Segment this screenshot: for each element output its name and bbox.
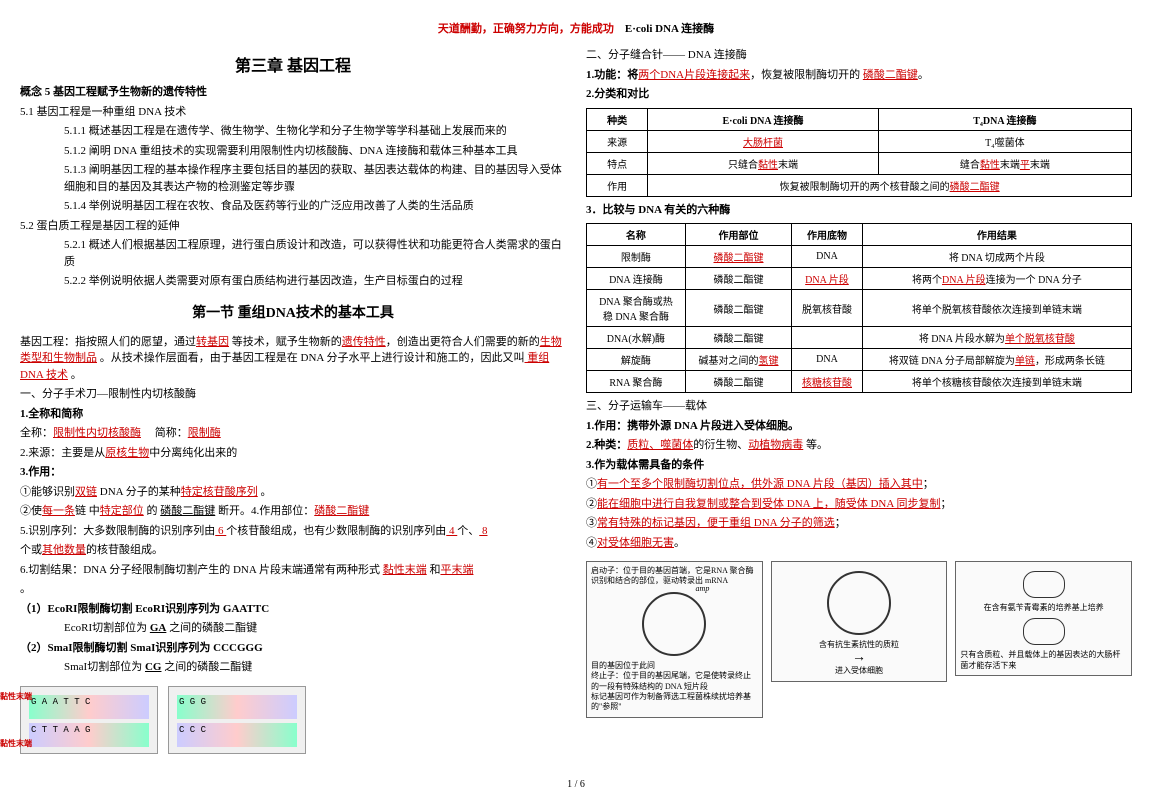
section1-title: 第一节 重组DNA技术的基本工具 xyxy=(20,302,566,322)
section-5-1: 5.1 基因工程是一种重组 DNA 技术 xyxy=(20,104,566,121)
arrow-icon: → xyxy=(776,650,943,666)
t1-action-value: 恢复被限制酶切开的两个核苷酸之间的磷酸二酯键 xyxy=(648,174,1132,196)
t2-r2-2: 磷酸二酯键 xyxy=(685,268,791,290)
t2-r5-3: DNA xyxy=(792,349,863,371)
point1-label: 1.全称和简称 xyxy=(20,406,566,423)
t2-r6-2: 磷酸二酯键 xyxy=(685,371,791,393)
section-5-1-3: 5.1.3 阐明基因工程的基本操作程序主要包括目的基因的获取、基因表达载体的构建… xyxy=(20,162,566,195)
t2-r4-2: 磷酸二酯键 xyxy=(685,327,791,349)
cond2: ②能在细胞中进行自我复制或整合到受体 DNA 上，随受体 DNA 同步复制； xyxy=(586,496,1132,513)
t1-feature-label: 特点 xyxy=(587,152,648,174)
left-column: 第三章 基因工程 概念 5 基因工程赋予生物新的遗传特性 5.1 基因工程是一种… xyxy=(20,44,566,764)
t1-source-t4: T₄噬菌体 xyxy=(878,130,1131,152)
t2-r3-3: 脱氧核苷酸 xyxy=(792,290,863,327)
section-5-1-2: 5.1.2 阐明 DNA 重组技术的实现需要利用限制性内切核酸酶、DNA 连接酶… xyxy=(20,143,566,160)
point5-cont: 个或其他数量的核苷酸组成。 xyxy=(20,542,566,559)
t2-r3-2: 磷酸二酯键 xyxy=(685,290,791,327)
t1-feature-ecoli: 只缝合黏性末端 xyxy=(648,152,879,174)
plasmid-diagram: 启动子：位于目的基因首端，它是RNA 聚合酶识别和结合的部位，驱动转录出 mRN… xyxy=(586,561,1132,718)
action-2: ②使每一条链 中特定部位 的 磷酸二酯键 断开。4.作用部位：磷酸二酯键 xyxy=(20,503,566,520)
sticky-end-label-top: 黏性末端 xyxy=(0,691,32,702)
cond3: ③常有特殊的标记基因，便于重组 DNA 分子的筛选； xyxy=(586,515,1132,532)
t2-r4-3 xyxy=(792,327,863,349)
section-5-1-1: 5.1.1 概述基因工程是在遗传学、微生物学、生物化学和分子生物学等学科基础上发… xyxy=(20,123,566,140)
t2-r1-2: 磷酸二酯键 xyxy=(685,246,791,268)
t2-r2-4: 将两个DNA 片段连接为一个 DNA 分子 xyxy=(862,268,1131,290)
t2-r4-1: DNA(水解)酶 xyxy=(587,327,686,349)
smai-title: （2）SmaI限制酶切割 SmaI识别序列为 CCCGGG xyxy=(20,640,566,657)
tool1-title: 一、分子手术刀—限制性内切核酸酶 xyxy=(20,386,566,403)
vector-types: 2.种类：质粒、噬菌体的衍生物、动植物病毒 等。 xyxy=(586,437,1132,454)
t1-feature-t4: 缝合黏性末端平末端 xyxy=(878,152,1131,174)
t2-h4: 作用结果 xyxy=(862,224,1131,246)
plasmid-panel-2: 含有抗生素抗性的质粒 → 进入受体细胞 xyxy=(771,561,948,682)
action-1: ①能够识别双链 DNA 分子的某种特定核苷酸序列 。 xyxy=(20,484,566,501)
t2-r2-3: DNA 片段 xyxy=(792,268,863,290)
sticky-end-label-bot: 黏性末端 xyxy=(0,738,32,749)
section-5-2-2: 5.2.2 举例说明依据人类需要对原有蛋白质结构进行基因改造，生产目标蛋白的过程 xyxy=(20,273,566,290)
plasmid-panel-1: 启动子：位于目的基因首端，它是RNA 聚合酶识别和结合的部位，驱动转录出 mRN… xyxy=(586,561,763,718)
t2-r5-1: 解旋酶 xyxy=(587,349,686,371)
t1-h3: T₄DNA 连接酶 xyxy=(878,108,1131,130)
gene-eng-definition: 基因工程：指按照人们的愿望，通过转基因 等技术，赋予生物新的遗传特性，创造出更符… xyxy=(20,334,566,384)
right-column: 二、分子缝合针—— DNA 连接酶 1.功能：将两个DNA片段连接起来，恢复被限… xyxy=(586,44,1132,764)
t1-h1: 种类 xyxy=(587,108,648,130)
vector-conditions: 3.作为载体需具备的条件 xyxy=(586,457,1132,474)
t2-r3-4: 将单个脱氧核苷酸依次连接到单链末端 xyxy=(862,290,1131,327)
plasmid-panel-3: 在含有氨苄青霉素的培养基上培养 只有含质粒、并且载体上的基因表达的大肠杆菌才能存… xyxy=(955,561,1132,676)
header-line: 天道酬勤，正确努力方向，方能成功 E·coli DNA 连接酶 xyxy=(20,20,1132,36)
t2-r2-1: DNA 连接酶 xyxy=(587,268,686,290)
page-number: 1 / 6 xyxy=(20,779,1132,790)
t1-source-label: 来源 xyxy=(587,130,648,152)
point5: 5.识别序列：大多数限制酶的识别序列由 6 个核苷酸组成，也有少数限制酶的识别序… xyxy=(20,523,566,540)
source-line: 2.来源：主要是从原核生物中分离纯化出来的 xyxy=(20,445,566,462)
t2-r1-1: 限制酶 xyxy=(587,246,686,268)
t2-r5-4: 将双链 DNA 分子局部解旋为单链，形成两条长链 xyxy=(862,349,1131,371)
t2-r4-4: 将 DNA 片段水解为单个脱氧核苷酸 xyxy=(862,327,1131,349)
chapter-title: 第三章 基因工程 xyxy=(20,52,566,76)
smai-site: SmaI切割部位为 CG 之间的磷酸二酯键 xyxy=(20,659,566,676)
plasmid-circle-icon: amp xyxy=(642,592,706,656)
enzyme-table: 名称 作用部位 作用底物 作用结果 限制酶 磷酸二酯键 DNA 将 DNA 切成… xyxy=(586,223,1132,393)
t2-r1-4: 将 DNA 切成两个片段 xyxy=(862,246,1131,268)
cell-icon xyxy=(1023,571,1065,598)
ligase-table: 种类 E·coli DNA 连接酶 T₄DNA 连接酶 来源 大肠杆菌 T₄噬菌… xyxy=(586,108,1132,197)
compare3-title: 3．比较与 DNA 有关的六种酶 xyxy=(586,202,1132,219)
t2-h2: 作用部位 xyxy=(685,224,791,246)
classify-label: 2.分类和对比 xyxy=(586,86,1132,103)
t1-source-ecoli: 大肠杆菌 xyxy=(648,130,879,152)
t2-h1: 名称 xyxy=(587,224,686,246)
tool2-title: 二、分子缝合针—— DNA 连接酶 xyxy=(586,47,1132,64)
section-5-2: 5.2 蛋白质工程是基因工程的延伸 xyxy=(20,218,566,235)
point6: 6.切割结果：DNA 分子经限制酶切割产生的 DNA 片段末端通常有两种形式 黏… xyxy=(20,562,566,579)
t2-r6-1: RNA 聚合酶 xyxy=(587,371,686,393)
section-5-2-1: 5.2.1 概述人们根据基因工程原理，进行蛋白质设计和改造，可以获得性状和功能更… xyxy=(20,237,566,270)
header-right: E·coli DNA 连接酶 xyxy=(625,23,714,35)
t2-h3: 作用底物 xyxy=(792,224,863,246)
vector-function: 1.作用：携带外源 DNA 片段进入受体细胞。 xyxy=(586,418,1132,435)
t2-r3-1: DNA 聚合酶或热稳 DNA 聚合酶 xyxy=(587,290,686,327)
plasmid-circle-2-icon xyxy=(827,571,891,635)
t2-r1-3: DNA xyxy=(792,246,863,268)
concept5: 概念 5 基因工程赋予生物新的遗传特性 xyxy=(20,84,566,101)
point6-end: 。 xyxy=(20,581,566,598)
t2-r6-4: 将单个核糖核苷酸依次连接到单链末端 xyxy=(862,371,1131,393)
cond1: ①有一个至多个限制酶切割位点，供外源 DNA 片段（基因）插入其中； xyxy=(586,476,1132,493)
t1-action-label: 作用 xyxy=(587,174,648,196)
t2-r5-2: 碱基对之间的氢键 xyxy=(685,349,791,371)
cond4: ④对受体细胞无害。 xyxy=(586,535,1132,552)
section-5-1-4: 5.1.4 举例说明基因工程在农牧、食品及医药等行业的广泛应用改善了人类的生活品… xyxy=(20,198,566,215)
t1-h2: E·coli DNA 连接酶 xyxy=(648,108,879,130)
motto: 天道酬勤，正确努力方向，方能成功 xyxy=(438,23,614,35)
point3-label: 3.作用： xyxy=(20,464,566,481)
ecori-title: （1）EcoRI限制酶切割 EcoRI识别序列为 GAATTC xyxy=(20,601,566,618)
t2-r6-3: 核糖核苷酸 xyxy=(792,371,863,393)
cell-icon-2 xyxy=(1023,618,1065,645)
fullname-line: 全称：限制性内切核酸酶 简称：限制酶 xyxy=(20,425,566,442)
tool3-title: 三、分子运输车——载体 xyxy=(586,398,1132,415)
ecori-site: EcoRI切割部位为 GA 之间的磷酸二酯键 xyxy=(20,620,566,637)
ligase-function: 1.功能：将两个DNA片段连接起来，恢复被限制酶切开的 磷酸二酯键。 xyxy=(586,67,1132,84)
